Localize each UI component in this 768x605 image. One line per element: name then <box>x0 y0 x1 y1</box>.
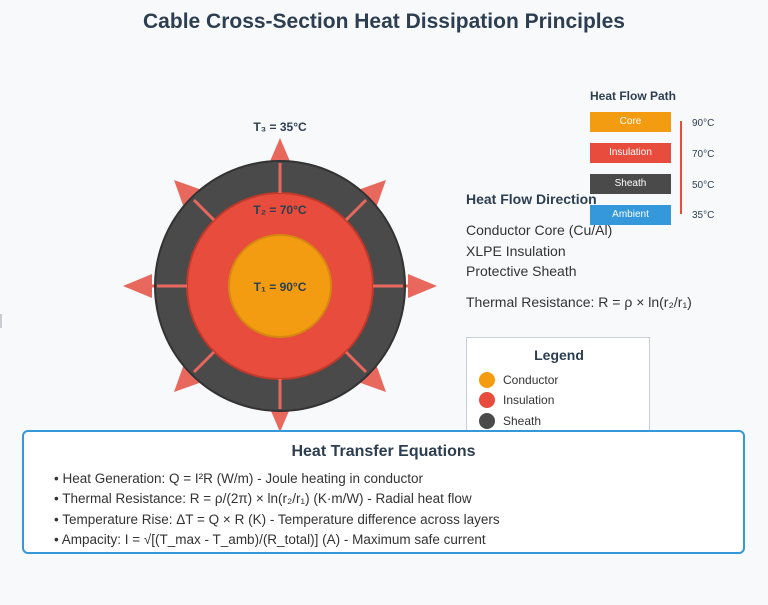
arrow-head-left <box>123 274 152 298</box>
path-temp-insulation: 70°C <box>692 149 715 160</box>
layer-conductor-text: Conductor Core (Cu/Al) <box>466 222 613 238</box>
heat-transfer-equations-panel: Heat Transfer Equations • Heat Generatio… <box>22 430 745 554</box>
arrow-stem-bottom-left <box>192 350 216 374</box>
scroll-indicator <box>0 314 2 328</box>
arrow-head-right <box>408 274 437 298</box>
legend-title: Legend <box>534 347 584 363</box>
equation-heat-generation: • Heat Generation: Q = I²R (W/m) - Joule… <box>54 471 424 486</box>
legend-label-conductor: Conductor <box>503 373 559 387</box>
legend-dot-sheath <box>479 413 495 429</box>
heat-flow-path-title: Heat Flow Path <box>590 89 677 103</box>
page-title: Cable Cross-Section Heat Dissipation Pri… <box>143 10 625 33</box>
equation-temperature-rise: • Temperature Rise: ΔT = Q × R (K) - Tem… <box>54 512 500 527</box>
conductor-core <box>228 234 332 338</box>
thermal-resistance-text: Thermal Resistance: R = ρ × ln(r₂/r₁) <box>466 294 692 310</box>
heat-flow-path-line <box>680 121 682 214</box>
legend-label-sheath: Sheath <box>503 414 542 428</box>
arrow-head-top-right <box>358 180 386 208</box>
arrow-head-top-left <box>174 180 202 208</box>
arrow-head-top <box>268 138 292 166</box>
path-temp-sheath: 50°C <box>692 180 715 191</box>
legend-panel: Legend Conductor Insulation Sheath <box>466 337 650 437</box>
equations-title: Heat Transfer Equations <box>291 443 476 460</box>
path-stage-sheath: Sheath <box>590 174 671 194</box>
arrow-head-bottom-left <box>174 364 202 392</box>
layer-sheath-text: Protective Sheath <box>466 263 577 279</box>
t2-label: T₂ = 70°C <box>253 203 306 217</box>
path-stage-insulation: Insulation <box>590 143 671 163</box>
arrow-stem-bottom-right <box>344 350 368 374</box>
heat-flow-direction-heading: Heat Flow Direction <box>466 191 597 207</box>
legend-label-insulation: Insulation <box>503 393 555 407</box>
path-temp-ambient: 35°C <box>692 210 715 221</box>
path-temp-core: 90°C <box>692 118 715 129</box>
legend-dot-insulation <box>479 392 495 408</box>
path-stage-ambient: Ambient <box>590 205 671 225</box>
t1-label: T₁ = 90°C <box>254 280 307 294</box>
equation-ampacity: • Ampacity: I = √[(T_max - T_amb)/(R_tot… <box>54 532 486 547</box>
equation-thermal-resistance: • Thermal Resistance: R = ρ/(2π) × ln(r₂… <box>54 491 472 506</box>
legend-dot-conductor <box>479 372 495 388</box>
arrow-stem-top-left <box>192 198 216 222</box>
arrow-head-bottom-right <box>358 364 386 392</box>
layer-insulation-text: XLPE Insulation <box>466 243 566 259</box>
arrow-stem-top-right <box>344 198 368 222</box>
path-stage-core: Core <box>590 112 671 132</box>
t3-label: T₃ = 35°C <box>253 120 307 134</box>
